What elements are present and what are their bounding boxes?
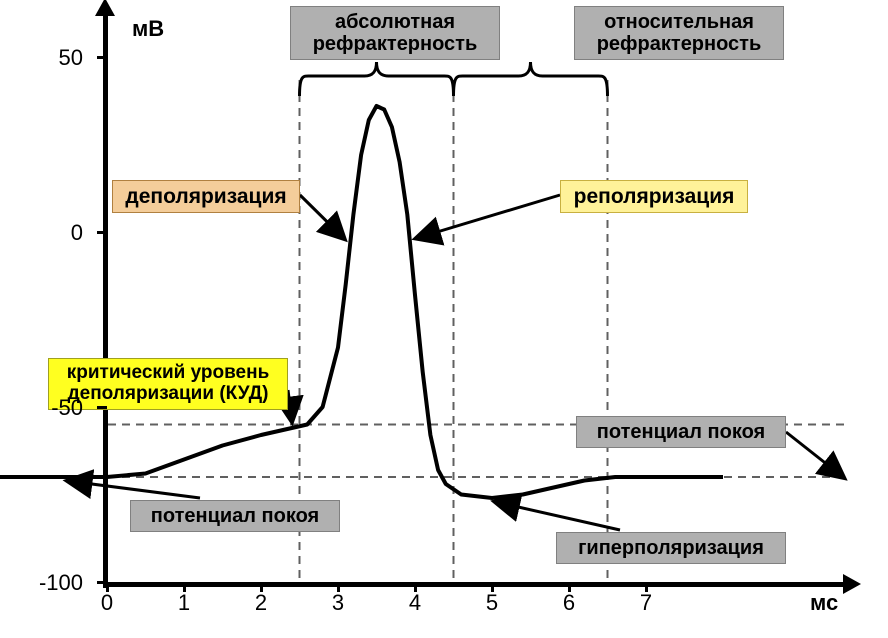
x-tick-mark bbox=[568, 582, 571, 592]
x-tick-label: 7 bbox=[631, 590, 661, 616]
x-tick-label: 4 bbox=[400, 590, 430, 616]
label-abs-refractory: абсолютнаярефрактерность bbox=[290, 6, 500, 60]
x-tick-mark bbox=[337, 582, 340, 592]
label-resting-left: потенциал покоя bbox=[130, 500, 340, 532]
label-depolarization: деполяризация bbox=[112, 180, 300, 213]
x-tick-label: 3 bbox=[323, 590, 353, 616]
label-repolarization: реполяризация bbox=[560, 180, 748, 213]
x-tick-mark bbox=[106, 582, 109, 592]
label-resting-right: потенциал покоя bbox=[576, 416, 786, 448]
x-tick-mark bbox=[414, 582, 417, 592]
x-tick-mark bbox=[645, 582, 648, 592]
x-tick-label: 0 bbox=[92, 590, 122, 616]
y-tick-label: 0 bbox=[23, 220, 83, 246]
x-tick-mark bbox=[260, 582, 263, 592]
y-tick-mark bbox=[97, 406, 107, 409]
label-hyperpolarization: гиперполяризация bbox=[556, 532, 786, 564]
y-tick-mark bbox=[97, 56, 107, 59]
label-threshold: критический уровеньдеполяризации (КУД) bbox=[48, 358, 288, 410]
x-tick-label: 5 bbox=[477, 590, 507, 616]
x-tick-label: 6 bbox=[554, 590, 584, 616]
y-tick-mark bbox=[97, 231, 107, 234]
y-tick-label: -50 bbox=[23, 395, 83, 421]
y-tick-label: 50 bbox=[23, 45, 83, 71]
x-tick-mark bbox=[183, 582, 186, 592]
x-tick-label: 1 bbox=[169, 590, 199, 616]
action-potential-chart: мВ мс абсолютнаярефрактерность относител… bbox=[0, 0, 888, 638]
x-tick-mark bbox=[491, 582, 494, 592]
label-rel-refractory: относительнаярефрактерность bbox=[574, 6, 784, 60]
y-tick-label: -100 bbox=[23, 570, 83, 596]
x-tick-label: 2 bbox=[246, 590, 276, 616]
